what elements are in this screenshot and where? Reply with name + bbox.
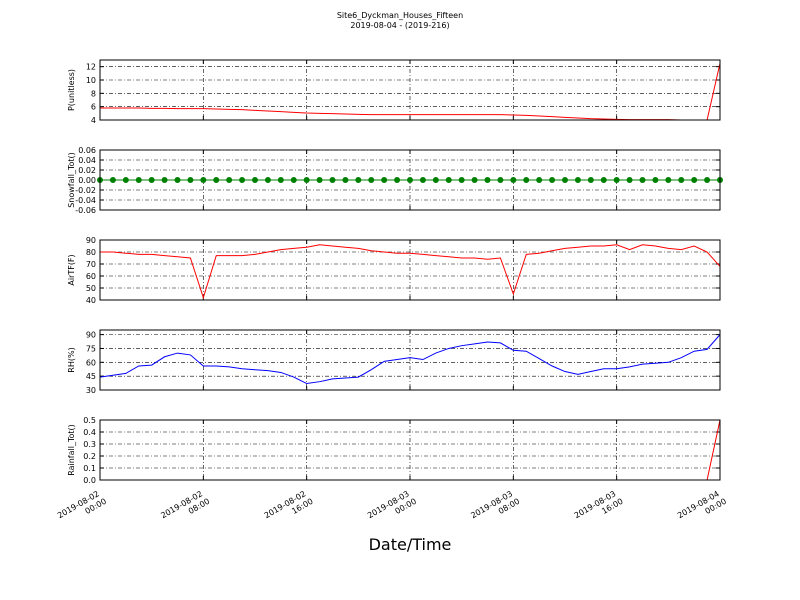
data-point [600,177,607,183]
data-point [639,177,646,183]
data-point [135,177,142,183]
y-tick-label: 10 [86,76,96,85]
y-tick-label: 0.04 [78,156,96,165]
data-point [613,177,620,183]
data-point [419,177,426,183]
data-point [200,177,207,183]
data-point [536,177,543,183]
data-point [174,177,181,183]
chart-title: Site6_Dyckman_Houses_Fifteen [337,11,463,20]
data-point [342,177,349,183]
data-point [678,177,685,183]
data-point [252,177,258,183]
y-tick-label: 60 [86,272,96,281]
y-tick-label: 0.0 [83,476,96,485]
y-tick-label: -0.02 [75,186,96,195]
data-point [691,177,698,183]
data-point [587,177,594,183]
y-tick-label: 75 [86,344,96,353]
data-point [665,177,672,183]
y-axis-label: P(unitless) [67,69,76,111]
data-point [704,177,711,183]
data-point [316,177,323,183]
data-point [368,177,375,183]
data-line [100,63,721,121]
data-point [303,177,310,183]
y-tick-label: 0.5 [83,416,96,425]
y-tick-label: 45 [86,372,96,381]
plot-frame [99,149,721,211]
data-point [122,177,129,183]
data-point [458,177,465,183]
plot-frame [99,239,721,301]
data-point [574,177,581,183]
data-point [290,177,297,183]
data-point [549,177,556,183]
y-tick-label: 80 [86,248,96,257]
y-axis-label: Rainfall_Tot() [67,424,76,476]
plot-frame [99,329,721,391]
data-point [355,177,362,183]
y-tick-label: 0.02 [78,166,96,175]
data-point [161,177,168,183]
data-point [510,177,517,183]
y-tick-label: -0.04 [75,196,96,205]
data-point [277,177,284,183]
data-point [187,177,194,183]
data-point [497,177,504,183]
y-tick-label: 50 [86,284,96,293]
data-point [226,177,233,183]
data-point [652,177,659,183]
data-point [484,177,491,183]
y-tick-label: 90 [86,236,96,245]
y-tick-label: 0.2 [83,452,96,461]
data-point [148,177,155,183]
data-point [329,177,336,183]
data-point [264,177,271,183]
plot-frame [99,59,721,121]
y-tick-label: 0.3 [83,440,96,449]
y-tick-label: -0.06 [75,206,96,215]
y-tick-label: 90 [86,331,96,340]
data-point [394,177,401,183]
plot-frame [99,419,721,481]
y-tick-label: 40 [86,296,96,305]
data-point [407,177,413,183]
data-point [381,177,388,183]
y-axis-label: Snowfall_Tot() [67,152,76,208]
y-tick-label: 0.00 [78,176,96,185]
x-axis-label: Date/Time [369,535,452,554]
data-line [99,334,721,385]
data-point [445,177,452,183]
data-point [626,177,633,183]
chart-subtitle: 2019-08-04 - (2019-216) [350,21,449,30]
data-point [109,177,116,183]
data-point [562,177,568,183]
data-point [432,177,439,183]
y-tick-label: 0.06 [78,146,96,155]
y-tick-label: 0.4 [83,428,96,437]
y-tick-label: 30 [86,386,96,395]
y-tick-label: 8 [91,89,96,98]
data-point [239,177,246,183]
data-line [100,244,721,300]
y-tick-label: 0.1 [83,464,96,473]
y-tick-label: 70 [86,260,96,269]
data-point [471,177,478,183]
y-tick-label: 6 [91,103,96,112]
y-tick-label: 12 [86,63,96,72]
y-tick-label: 60 [86,358,96,367]
y-axis-label: RH(%) [67,347,76,372]
data-point [213,177,220,183]
y-tick-label: 4 [91,116,96,125]
data-point [523,177,530,183]
y-axis-label: AirTF(F) [67,254,76,285]
